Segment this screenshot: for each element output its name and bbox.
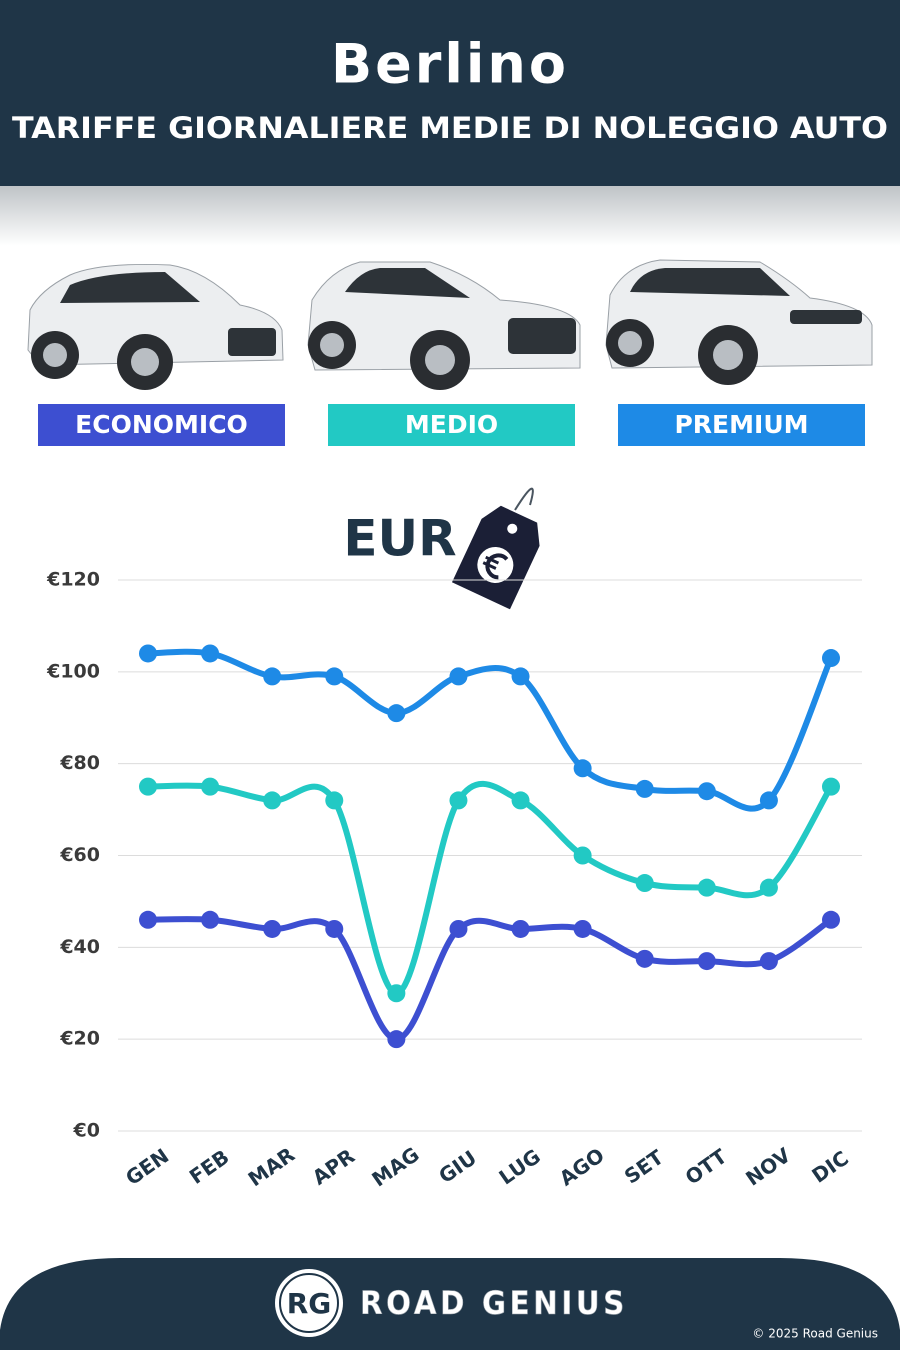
- chart-subtitle: TARIFFE GIORNALIERE MEDIE DI NOLEGGIO AU…: [12, 111, 888, 145]
- y-tick-label: €100: [46, 660, 100, 682]
- brand-name: ROAD GENIUS: [360, 1284, 628, 1322]
- data-point: [573, 759, 592, 778]
- legend-label: ECONOMICO: [75, 410, 248, 439]
- y-tick-label: €120: [46, 569, 100, 591]
- data-point: [635, 874, 654, 893]
- x-tick-label: OTT: [681, 1144, 732, 1190]
- y-tick-label: €80: [59, 752, 100, 774]
- data-point: [201, 644, 220, 663]
- x-tick-label: GIU: [434, 1145, 481, 1188]
- legend-swatch: [38, 404, 285, 446]
- header-shadow: [0, 186, 900, 246]
- legend-swatch: [328, 404, 575, 446]
- legend: ECONOMICO MEDIO PREMIUM: [38, 404, 865, 446]
- x-tick-label: GEN: [121, 1144, 173, 1191]
- legend-swatch: [618, 404, 865, 446]
- data-point: [511, 919, 530, 938]
- data-point: [263, 919, 282, 938]
- data-point: [449, 791, 468, 810]
- data-point: [387, 1030, 406, 1049]
- footer-band: [0, 1258, 900, 1350]
- x-tick-label: DIC: [807, 1146, 852, 1188]
- x-tick-label: SET: [620, 1145, 668, 1189]
- y-tick-label: €40: [59, 936, 100, 958]
- data-point: [822, 777, 840, 796]
- data-point: [573, 919, 592, 938]
- data-point: [201, 777, 220, 796]
- data-point: [325, 919, 344, 938]
- x-tick-label: LUG: [494, 1144, 544, 1189]
- data-point: [635, 779, 654, 798]
- data-point: [325, 667, 344, 686]
- data-point: [573, 846, 592, 865]
- data-point: [325, 791, 344, 810]
- data-point: [697, 782, 716, 801]
- data-point: [139, 644, 157, 663]
- data-point: [139, 777, 157, 796]
- data-point: [759, 878, 778, 897]
- legend-label: MEDIO: [405, 410, 498, 439]
- data-point: [387, 704, 406, 723]
- series-line: [145, 916, 834, 1043]
- data-point: [263, 791, 282, 810]
- data-point: [822, 910, 840, 929]
- data-point: [511, 791, 530, 810]
- car-hatchback: [27, 263, 284, 390]
- data-point: [449, 919, 468, 938]
- legend-label: PREMIUM: [674, 410, 808, 439]
- logo-badge: [275, 1269, 343, 1337]
- x-tick-label: NOV: [741, 1143, 795, 1191]
- logo-ring: [279, 1273, 339, 1333]
- car-suv-medium: [307, 261, 581, 390]
- x-tick-label: FEB: [185, 1145, 234, 1189]
- data-point: [759, 791, 778, 810]
- unit-label: EUR: [343, 510, 456, 568]
- data-point: [387, 984, 406, 1003]
- data-point: [449, 667, 468, 686]
- y-tick-label: €60: [59, 844, 100, 866]
- y-tick-label: €0: [73, 1120, 100, 1142]
- data-point: [511, 667, 530, 686]
- logo-text: RG: [287, 1287, 332, 1320]
- data-point: [139, 910, 157, 929]
- copyright: © 2025 Road Genius: [752, 1327, 878, 1341]
- data-point: [697, 952, 716, 971]
- data-point: [635, 949, 654, 968]
- header-band: [0, 0, 900, 186]
- data-point: [822, 649, 840, 668]
- y-tick-label: €20: [59, 1028, 100, 1050]
- chart-title: Berlino: [331, 33, 569, 96]
- car-suv-premium: [605, 259, 873, 385]
- data-point: [697, 878, 716, 897]
- data-point: [201, 910, 220, 929]
- x-tick-label: MAR: [244, 1142, 299, 1191]
- price-tag-icon: [451, 487, 540, 610]
- data-point: [263, 667, 282, 686]
- x-tick-label: MAG: [367, 1142, 423, 1191]
- x-tick-label: AGO: [555, 1143, 609, 1191]
- plot-area: €0 €20 €40 €60 €80 €100 €120 GEN FEB MAR APR MAG GIU…: [46, 569, 862, 1191]
- data-point: [759, 952, 778, 971]
- x-tick-label: APR: [308, 1144, 359, 1190]
